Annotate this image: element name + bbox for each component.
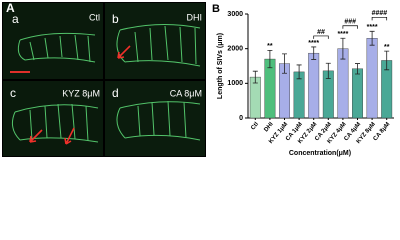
significance-mark: ** xyxy=(267,43,273,50)
comparison-bracket xyxy=(342,25,358,29)
significance-mark: ** xyxy=(384,44,390,51)
panel-label: A xyxy=(6,1,15,15)
image-caption: KYZ 8μM xyxy=(62,88,100,98)
significance-mark: **** xyxy=(308,40,319,47)
comparison-bracket xyxy=(313,35,329,39)
y-tick-label: 2000 xyxy=(227,46,243,53)
vessels-d xyxy=(116,100,201,141)
x-tick-label: Ctl xyxy=(250,121,260,131)
bar xyxy=(366,38,378,119)
y-axis-label: Length of SIVs (μm) xyxy=(217,33,224,99)
significance-mark: **** xyxy=(337,31,348,38)
comparison-label: ## xyxy=(317,29,325,36)
image-letter: a xyxy=(12,12,19,26)
error-bar xyxy=(340,37,346,60)
panel-a: A a Ctl b DHI c KYZ 8μM d CA 8μM xyxy=(2,1,206,157)
y-tick-label: 0 xyxy=(239,115,243,122)
page: A a Ctl b DHI c KYZ 8μM d CA 8μM B Lengt… xyxy=(2,1,394,157)
image-caption: CA 8μM xyxy=(170,88,202,98)
comparison-label: #### xyxy=(372,10,388,17)
panel-b: B Length of SIVs (μm) Concentration(μM) … xyxy=(212,3,394,157)
arrow xyxy=(117,45,131,59)
panel-label: B xyxy=(212,3,220,15)
y-tick-label: 1000 xyxy=(227,80,243,87)
significance-mark: **** xyxy=(367,24,378,31)
micrograph-d xyxy=(105,81,205,156)
error-bar xyxy=(282,53,287,74)
image-caption: DHI xyxy=(187,12,203,22)
error-bar xyxy=(369,30,375,46)
image-caption: Ctl xyxy=(89,12,100,22)
vessels-a xyxy=(17,32,96,63)
image-letter: c xyxy=(10,86,16,100)
error-bar xyxy=(384,50,390,71)
x-axis-label: Concentration(μM) xyxy=(289,150,351,157)
error-bar xyxy=(252,70,258,84)
error-bar xyxy=(267,50,273,69)
figure: A a Ctl b DHI c KYZ 8μM d CA 8μM B Lengt… xyxy=(2,1,394,157)
arrow xyxy=(29,129,43,143)
error-bar xyxy=(296,64,302,80)
image-letter: b xyxy=(112,12,119,26)
bar xyxy=(308,52,320,119)
error-bar xyxy=(311,46,317,60)
vessels-b xyxy=(116,23,201,67)
error-bar xyxy=(355,63,360,75)
vessels-c xyxy=(11,103,99,143)
bar xyxy=(352,68,363,119)
x-tick-label: DHI xyxy=(263,121,274,133)
comparison-label: ### xyxy=(344,19,356,26)
arrow xyxy=(64,127,75,145)
image-letter: d xyxy=(112,86,119,100)
comparison-bracket xyxy=(371,16,388,21)
y-tick-label: 3000 xyxy=(227,11,243,18)
micrograph-b xyxy=(105,3,205,79)
error-bar xyxy=(325,62,331,79)
